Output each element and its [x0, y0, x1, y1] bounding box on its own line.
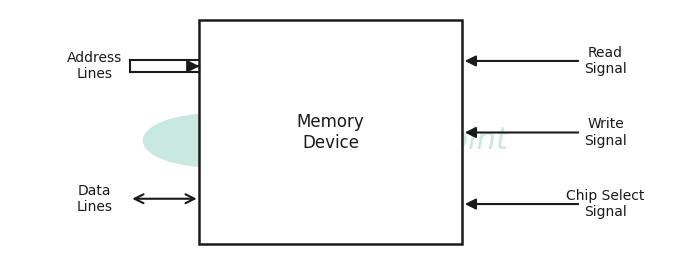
Text: tutorialspoint: tutorialspoint — [304, 126, 508, 155]
Text: Chip Select
Signal: Chip Select Signal — [566, 189, 645, 219]
Text: Address
Lines: Address Lines — [67, 51, 122, 81]
Circle shape — [144, 114, 284, 167]
Text: Data
Lines: Data Lines — [76, 184, 113, 214]
Text: Memory
Device: Memory Device — [297, 113, 364, 152]
Bar — [199, 20, 462, 244]
Text: Read
Signal: Read Signal — [584, 46, 627, 76]
Text: Write
Signal: Write Signal — [584, 117, 627, 148]
